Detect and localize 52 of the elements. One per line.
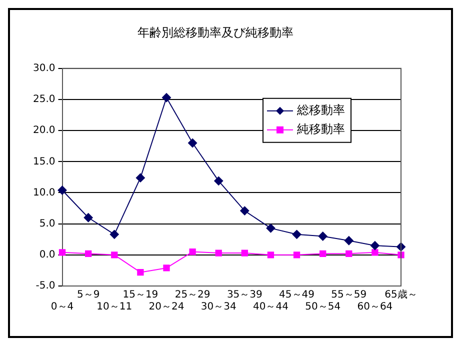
- point: [267, 252, 274, 258]
- x-tick-label: 10～11: [96, 302, 132, 313]
- point: [188, 138, 198, 148]
- point: [398, 252, 404, 258]
- legend-label: 純移動率: [297, 122, 345, 136]
- point: [162, 93, 171, 102]
- x-tick-label: 5～9: [76, 290, 100, 301]
- x-tick-label: 45～49: [279, 290, 314, 301]
- point: [189, 248, 196, 256]
- x-tick-label: 35～39: [226, 290, 262, 301]
- point: [214, 176, 224, 186]
- point: [137, 268, 144, 276]
- y-tick-label: -5.0: [36, 280, 56, 292]
- point: [370, 241, 380, 250]
- x-tick-label: 40～44: [252, 302, 288, 313]
- point: [136, 173, 145, 182]
- point: [346, 250, 352, 257]
- point: [163, 264, 170, 272]
- point: [293, 252, 300, 258]
- point: [111, 252, 118, 258]
- y-tick-label: 25.0: [33, 94, 56, 106]
- point: [215, 250, 222, 256]
- point: [58, 249, 66, 256]
- x-tick-label: 15～19: [122, 290, 158, 301]
- x-tick-label: 50～54: [305, 302, 341, 313]
- x-tick-label: 20～24: [148, 302, 184, 313]
- point: [372, 249, 378, 256]
- point: [318, 232, 328, 241]
- x-tick-label: 25～29: [174, 290, 210, 301]
- x-tick-label: 0～4: [50, 302, 74, 313]
- x-tick-label: 60～64: [357, 302, 393, 313]
- x-tick-label: 55～59: [331, 290, 367, 301]
- point: [266, 224, 276, 233]
- point: [84, 250, 92, 257]
- point: [110, 230, 119, 239]
- y-tick-label: 5.0: [39, 218, 56, 230]
- y-tick-label: 10.0: [33, 187, 56, 198]
- x-tick-label: 65歳～: [384, 288, 418, 301]
- point: [320, 250, 326, 257]
- y-tick-label: 20.0: [33, 125, 56, 136]
- legend-label: 総移動率: [296, 103, 345, 118]
- point: [84, 213, 93, 222]
- point: [241, 250, 248, 256]
- y-tick-label: 15.0: [33, 156, 56, 168]
- chart-title: 年齢別総移動率及び純移動率: [138, 25, 294, 40]
- point: [292, 230, 302, 239]
- x-tick-label: 30～34: [200, 302, 236, 313]
- point: [240, 206, 250, 216]
- y-tick-label: 30.0: [33, 62, 56, 74]
- point: [344, 236, 354, 246]
- point: [58, 186, 67, 195]
- y-tick-label: 0.0: [39, 250, 56, 261]
